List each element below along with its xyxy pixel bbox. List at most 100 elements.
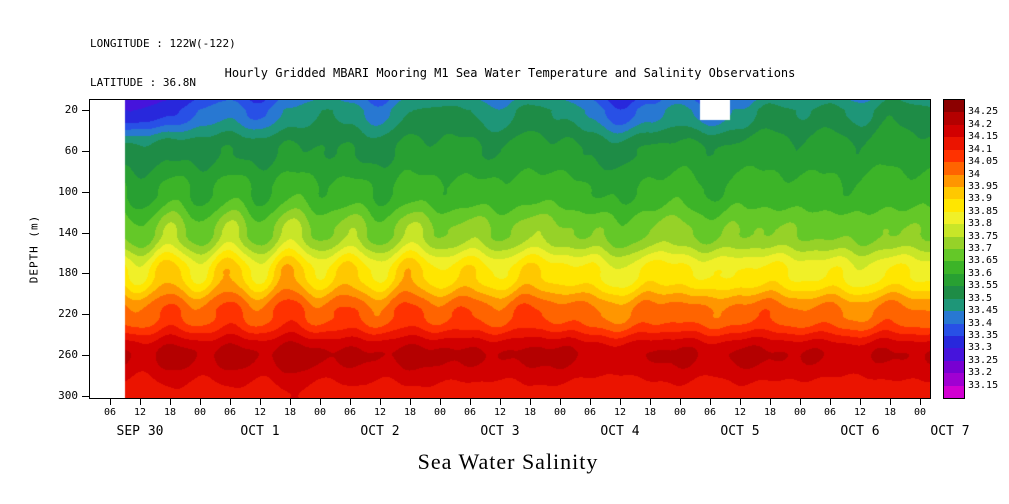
colorbar-label: 33.95 — [968, 180, 999, 192]
x-tick-mark — [800, 399, 801, 405]
x-tick-label: 18 — [883, 407, 897, 418]
x-tick-label: 18 — [763, 407, 777, 418]
colorbar-segment — [944, 100, 964, 113]
colorbar-segment — [944, 373, 964, 387]
colorbar-label: 33.55 — [968, 280, 999, 292]
colorbar-segment — [944, 162, 964, 175]
x-tick-mark — [560, 399, 561, 405]
colorbar-label: 33.45 — [968, 305, 999, 317]
x-tick-label: 18 — [163, 407, 177, 418]
colorbar-segment — [944, 249, 964, 262]
y-tick-mark — [82, 151, 89, 153]
colorbar-label: 33.6 — [968, 267, 993, 279]
colorbar-label: 34.1 — [968, 143, 993, 155]
x-tick-label: 18 — [643, 407, 657, 418]
x-tick-mark — [740, 399, 741, 405]
x-tick-mark — [650, 399, 651, 405]
y-tick-mark — [82, 232, 89, 234]
x-tick-label: 12 — [373, 407, 387, 418]
x-tick-label: 06 — [463, 407, 477, 418]
variable-label: Sea Water Salinity — [417, 449, 599, 474]
x-tick-mark — [500, 399, 501, 405]
colorbar-label: 34.2 — [968, 118, 993, 130]
x-day-label: OCT 7 — [930, 424, 970, 439]
x-tick-label: 12 — [613, 407, 627, 418]
y-axis-label: DEPTH (m) — [27, 214, 41, 284]
x-tick-label: 06 — [703, 407, 717, 418]
x-day-label: OCT 6 — [840, 424, 880, 439]
x-tick-mark — [110, 399, 111, 405]
x-tick-mark — [230, 399, 231, 405]
x-tick-mark — [350, 399, 351, 405]
y-tick-label: 20 — [64, 103, 78, 117]
y-tick-label: 140 — [58, 225, 78, 239]
x-tick-mark — [770, 399, 771, 405]
colorbar-label: 33.85 — [968, 205, 999, 217]
x-tick-label: 00 — [673, 407, 687, 418]
header-longitude: LONGITUDE : 122W(-122) — [90, 37, 236, 50]
colorbar-segment — [944, 236, 964, 250]
colorbar-label: 33.4 — [968, 317, 993, 329]
colorbar-segment — [944, 311, 964, 324]
x-tick-mark — [620, 399, 621, 405]
header-latitude: LATITUDE : 36.8N — [90, 76, 196, 89]
y-tick-mark — [82, 191, 89, 193]
y-tick-mark — [82, 110, 89, 112]
colorbar-segment — [944, 124, 964, 138]
x-tick-mark — [440, 399, 441, 405]
x-tick-label: 12 — [853, 407, 867, 418]
colorbar-label: 34 — [968, 168, 981, 180]
x-tick-label: 00 — [553, 407, 567, 418]
colorbar-label: 33.8 — [968, 218, 993, 230]
y-tick-mark — [82, 314, 89, 316]
plot-frame — [89, 99, 931, 399]
x-tick-label: 12 — [493, 407, 507, 418]
colorbar-label: 33.2 — [968, 367, 993, 379]
salinity-heatmap-canvas — [90, 100, 930, 398]
y-tick-label: 60 — [64, 144, 78, 158]
x-tick-label: 12 — [133, 407, 147, 418]
colorbar-segment — [944, 199, 964, 213]
x-tick-label: 06 — [583, 407, 597, 418]
y-tick-label: 300 — [58, 388, 78, 402]
y-tick-label: 180 — [58, 266, 78, 280]
x-day-label: OCT 5 — [720, 424, 760, 439]
y-tick-mark — [82, 273, 89, 275]
colorbar-label: 33.65 — [968, 255, 999, 267]
colorbar-segment — [944, 298, 964, 312]
x-tick-mark — [320, 399, 321, 405]
x-tick-label: 18 — [403, 407, 417, 418]
x-tick-mark — [680, 399, 681, 405]
x-tick-mark — [200, 399, 201, 405]
x-tick-label: 06 — [103, 407, 117, 418]
y-tick-label: 100 — [58, 184, 78, 198]
colorbar — [943, 99, 965, 399]
colorbar-label: 33.35 — [968, 329, 999, 341]
colorbar-segment — [944, 323, 964, 337]
colorbar-segment — [944, 286, 964, 300]
x-tick-label: 06 — [823, 407, 837, 418]
colorbar-segment — [944, 211, 964, 225]
colorbar-segment — [944, 348, 964, 362]
y-tick-mark — [82, 355, 89, 357]
colorbar-segment — [944, 273, 964, 287]
plot-title: Hourly Gridded MBARI Mooring M1 Sea Wate… — [224, 66, 796, 80]
x-tick-label: 00 — [913, 407, 927, 418]
x-tick-label: 06 — [223, 407, 237, 418]
x-tick-label: 00 — [193, 407, 207, 418]
x-tick-label: 18 — [523, 407, 537, 418]
colorbar-label: 33.7 — [968, 243, 993, 254]
x-tick-mark — [890, 399, 891, 405]
colorbar-label: 33.15 — [968, 379, 999, 391]
x-tick-label: 18 — [283, 407, 297, 418]
x-day-label: SEP 30 — [116, 424, 164, 439]
x-day-label: OCT 1 — [240, 424, 280, 439]
x-tick-label: 00 — [793, 407, 807, 418]
x-tick-label: 12 — [733, 407, 747, 418]
x-tick-mark — [260, 399, 261, 405]
x-tick-mark — [380, 399, 381, 405]
colorbar-segment — [944, 224, 964, 238]
colorbar-label: 33.5 — [968, 292, 993, 304]
colorbar-segment — [944, 174, 964, 188]
x-tick-mark — [590, 399, 591, 405]
